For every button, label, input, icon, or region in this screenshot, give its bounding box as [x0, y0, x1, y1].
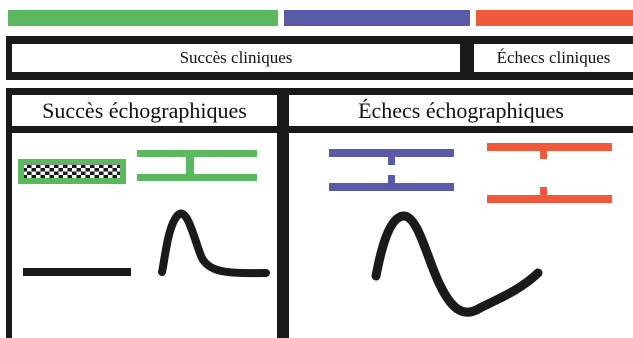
small-peak-curve — [158, 209, 270, 278]
blue-bridge-icon — [329, 149, 454, 191]
flat-line-icon — [23, 268, 131, 276]
orange-bridge-icon — [487, 143, 612, 203]
green-legend-bar — [8, 10, 278, 26]
large-wave-curve — [371, 211, 543, 317]
echo-success-header: Succès échographiques — [12, 95, 277, 126]
orange-legend-bar — [476, 10, 633, 26]
echo-failure-header: Échecs échographiques — [289, 95, 633, 126]
green-bridge-icon — [137, 150, 257, 181]
blue-legend-bar — [284, 10, 470, 26]
mesh-icon — [18, 159, 126, 184]
clinical-failure-header: Échecs cliniques — [474, 44, 633, 72]
clinical-success-header: Succès cliniques — [12, 44, 460, 72]
echo-failure-panel — [289, 133, 633, 338]
